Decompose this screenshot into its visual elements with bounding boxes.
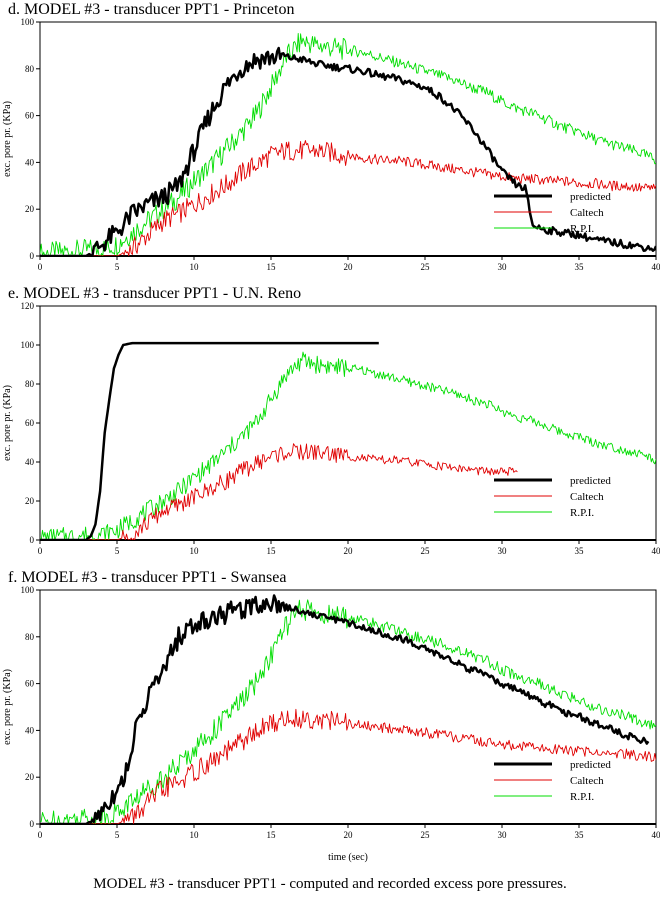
legend-label-r-p-i: R.P.I.	[570, 223, 594, 235]
x-tick-label: 0	[38, 546, 43, 556]
y-axis-label: exc. pore pr. (KPa)	[2, 669, 13, 745]
x-tick-label: 5	[115, 830, 120, 840]
legend-label-predicted: predicted	[570, 475, 611, 487]
y-tick-label: 20	[25, 204, 35, 214]
legend-label-r-p-i: R.P.I.	[570, 507, 594, 519]
x-tick-label: 25	[421, 262, 431, 272]
series-line-predicted	[40, 46, 656, 256]
x-tick-label: 20	[344, 262, 354, 272]
series-line-r-p-i	[40, 33, 656, 256]
legend-label-r-p-i: R.P.I.	[570, 791, 594, 803]
y-tick-label: 0	[30, 535, 35, 545]
x-tick-label: 15	[267, 262, 277, 272]
plot-frame	[39, 21, 657, 257]
y-tick-label: 60	[25, 111, 35, 121]
x-tick-label: 35	[575, 262, 585, 272]
x-tick-label: 20	[344, 830, 354, 840]
y-tick-label: 100	[21, 340, 35, 350]
plot-frame	[39, 305, 657, 541]
series-line-predicted	[40, 594, 650, 824]
series-line-r-p-i	[40, 599, 656, 824]
x-tick-label: 10	[190, 830, 200, 840]
x-tick-label: 15	[267, 830, 277, 840]
chart-panel-1: d. MODEL #3 - transducer PPT1 - Princeto…	[2, 1, 660, 272]
y-tick-label: 100	[21, 585, 35, 595]
chart-title: e. MODEL #3 - transducer PPT1 - U.N. Ren…	[8, 285, 301, 302]
y-tick-label: 0	[30, 251, 35, 261]
x-tick-label: 30	[498, 546, 508, 556]
x-tick-label: 0	[38, 262, 43, 272]
y-tick-label: 80	[25, 632, 35, 642]
y-tick-label: 60	[25, 679, 35, 689]
series-line-caltech	[40, 443, 518, 540]
y-tick-label: 100	[21, 17, 35, 27]
series-line-predicted	[40, 341, 379, 540]
x-tick-label: 5	[115, 262, 120, 272]
x-tick-label: 30	[498, 830, 508, 840]
x-tick-label: 30	[498, 262, 508, 272]
legend-label-predicted: predicted	[570, 759, 611, 771]
legend-label-caltech: Caltech	[570, 491, 604, 503]
series-line-r-p-i	[40, 351, 656, 540]
x-tick-label: 40	[652, 830, 660, 840]
x-tick-label: 35	[575, 830, 585, 840]
y-tick-label: 40	[25, 157, 35, 167]
series-line-caltech	[40, 708, 656, 824]
x-tick-label: 5	[115, 546, 120, 556]
legend-label-caltech: Caltech	[570, 775, 604, 787]
chart-title: d. MODEL #3 - transducer PPT1 - Princeto…	[8, 1, 294, 18]
legend-label-predicted: predicted	[570, 191, 611, 203]
x-tick-label: 15	[267, 546, 277, 556]
x-tick-label: 0	[38, 830, 43, 840]
x-tick-label: 35	[575, 546, 585, 556]
chart-title: f. MODEL #3 - transducer PPT1 - Swansea	[8, 569, 286, 586]
y-tick-label: 60	[25, 418, 35, 428]
x-tick-label: 40	[652, 262, 660, 272]
x-axis-label: time (sec)	[328, 852, 368, 863]
y-tick-label: 80	[25, 64, 35, 74]
y-axis-label: exc. pore pr. (KPa)	[2, 101, 13, 177]
x-tick-label: 25	[421, 546, 431, 556]
x-tick-label: 20	[344, 546, 354, 556]
x-tick-label: 10	[190, 546, 200, 556]
y-tick-label: 20	[25, 496, 35, 506]
series-line-caltech	[40, 140, 656, 256]
y-tick-label: 80	[25, 379, 35, 389]
y-tick-label: 40	[25, 725, 35, 735]
y-tick-label: 40	[25, 457, 35, 467]
x-tick-label: 40	[652, 546, 660, 556]
x-tick-label: 25	[421, 830, 431, 840]
y-tick-label: 20	[25, 772, 35, 782]
x-tick-label: 10	[190, 262, 200, 272]
figure-caption: MODEL #3 - transducer PPT1 - computed an…	[93, 876, 567, 892]
y-tick-label: 120	[21, 301, 35, 311]
legend-label-caltech: Caltech	[570, 207, 604, 219]
y-tick-label: 0	[30, 819, 35, 829]
chart-panel-2: e. MODEL #3 - transducer PPT1 - U.N. Ren…	[2, 285, 660, 556]
chart-panel-3: f. MODEL #3 - transducer PPT1 - Swansea 0…	[2, 569, 660, 863]
y-axis-label: exc. pore pr. (KPa)	[2, 385, 13, 461]
